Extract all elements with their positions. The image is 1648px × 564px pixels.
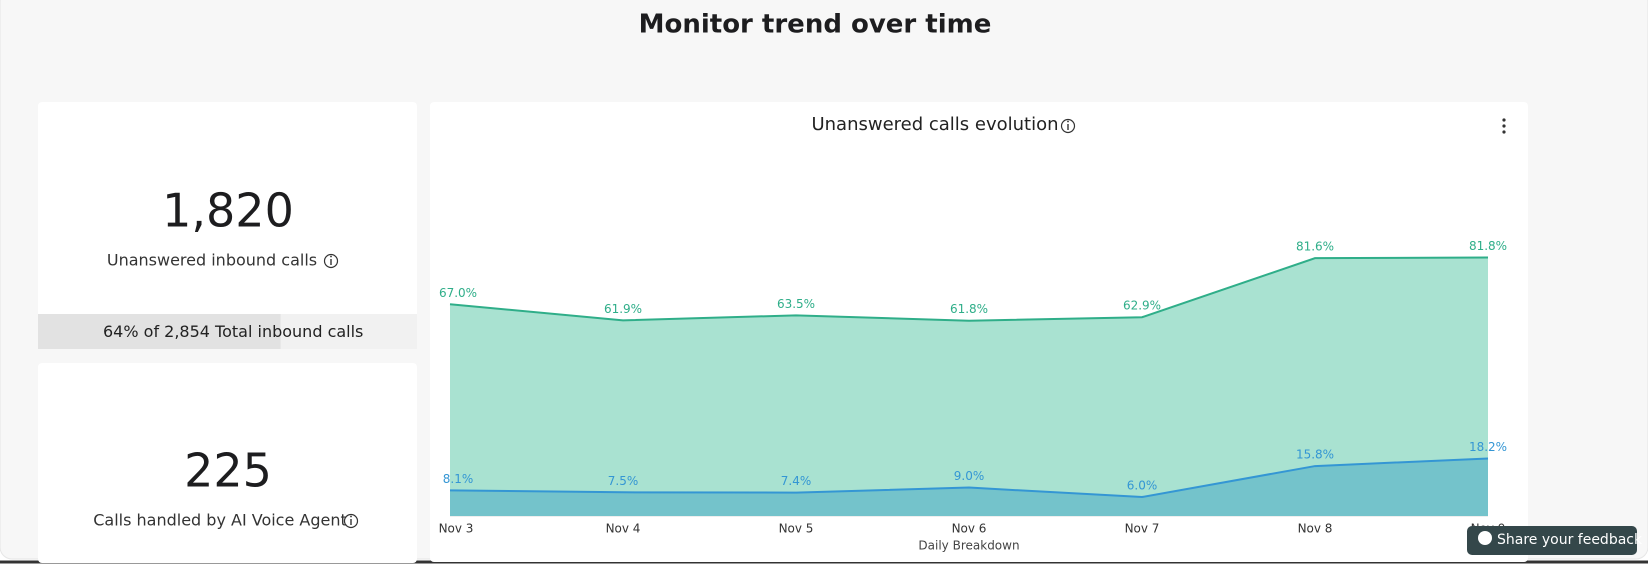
series-line [449, 256, 1489, 322]
info-icon[interactable] [1060, 118, 1076, 134]
data-label: 7.4% [781, 474, 812, 488]
data-label: 63.5% [777, 297, 815, 311]
share-percent: 64% [103, 322, 139, 341]
x-axis-label: Daily Breakdown [918, 539, 1019, 553]
feedback-label: Share your feedback [1497, 532, 1643, 548]
area-fill [450, 257, 1488, 516]
x-tick-label: Nov 8 [1298, 522, 1333, 536]
data-label: 61.9% [604, 302, 642, 316]
menu-button[interactable] [1502, 118, 1506, 134]
kpi-label: Unanswered inbound calls [107, 251, 317, 270]
data-label: 18.2% [1469, 440, 1507, 454]
kpi-card [38, 363, 417, 563]
x-tick-label: Nov 7 [1125, 522, 1160, 536]
x-tick-label: Nov 5 [779, 522, 814, 536]
data-label: 61.8% [950, 302, 988, 316]
feedback-button[interactable]: Share your feedback [1467, 526, 1643, 555]
chart-title: Unanswered calls evolution [811, 114, 1058, 135]
x-tick-label: Nov 4 [606, 522, 641, 536]
kpi-value: 225 [184, 444, 272, 498]
data-label: 15.8% [1296, 448, 1334, 462]
data-label: 62.9% [1123, 299, 1161, 313]
data-label: 6.0% [1127, 479, 1158, 493]
share-text: of 2,854 Total inbound calls [144, 322, 364, 341]
kpi-label: Calls handled by AI Voice Agent [93, 511, 347, 530]
x-tick-label: Nov 3 [439, 522, 474, 536]
kpi-share: 64% of 2,854 Total inbound calls [103, 322, 363, 341]
kpi-card [38, 102, 417, 349]
x-tick-label: Nov 6 [952, 522, 987, 536]
area-fill [450, 458, 1488, 516]
data-label: 9.0% [954, 469, 985, 483]
info-icon[interactable] [343, 513, 359, 529]
data-label: 8.1% [443, 472, 474, 486]
page-title: Monitor trend over time [639, 10, 992, 40]
data-label: 81.8% [1469, 239, 1507, 253]
series-line [449, 457, 1489, 499]
data-label: 81.6% [1296, 240, 1334, 254]
data-label: 67.0% [439, 286, 477, 300]
kpi-value: 1,820 [162, 184, 294, 238]
progress-fill [38, 314, 281, 349]
info-icon[interactable] [323, 253, 339, 269]
data-label: 7.5% [608, 474, 639, 488]
